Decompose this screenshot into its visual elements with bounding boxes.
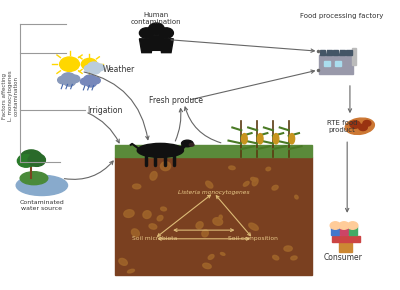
Circle shape (350, 121, 360, 128)
Ellipse shape (273, 255, 279, 260)
Bar (331, 226, 339, 235)
Ellipse shape (143, 211, 151, 218)
Ellipse shape (196, 222, 203, 229)
Ellipse shape (257, 134, 263, 144)
Ellipse shape (149, 224, 157, 229)
Text: Soil composition: Soil composition (228, 236, 278, 241)
Ellipse shape (208, 255, 214, 259)
Bar (335, 61, 341, 66)
Ellipse shape (213, 218, 223, 225)
Polygon shape (320, 50, 325, 55)
Ellipse shape (182, 140, 193, 147)
Ellipse shape (345, 118, 374, 134)
Polygon shape (326, 50, 332, 55)
Bar (115, 145, 312, 157)
Bar (324, 61, 330, 66)
Circle shape (88, 62, 100, 71)
Circle shape (330, 222, 340, 229)
Ellipse shape (252, 178, 258, 186)
Text: Irrigation: Irrigation (87, 106, 123, 115)
Circle shape (84, 65, 94, 72)
Text: Fresh produce: Fresh produce (149, 96, 203, 105)
Ellipse shape (119, 258, 127, 265)
Ellipse shape (266, 167, 270, 171)
Circle shape (28, 154, 46, 166)
Text: Contaminated
water source: Contaminated water source (20, 200, 64, 211)
Circle shape (91, 77, 100, 84)
Text: Weather: Weather (102, 66, 134, 75)
Ellipse shape (150, 171, 157, 180)
Ellipse shape (132, 184, 141, 189)
Circle shape (90, 66, 100, 74)
Circle shape (339, 222, 349, 229)
Ellipse shape (219, 215, 222, 219)
Ellipse shape (242, 134, 247, 144)
Circle shape (148, 23, 164, 35)
Circle shape (95, 64, 104, 71)
Polygon shape (346, 50, 352, 55)
Circle shape (64, 77, 76, 86)
Circle shape (359, 124, 367, 130)
Text: Listeria monocytogenes: Listeria monocytogenes (178, 190, 250, 195)
Ellipse shape (206, 181, 213, 188)
Circle shape (363, 120, 371, 126)
Ellipse shape (243, 182, 249, 186)
Ellipse shape (272, 185, 278, 190)
Polygon shape (339, 50, 345, 55)
Text: Soil microbiota: Soil microbiota (132, 236, 177, 241)
Bar (319, 55, 353, 74)
Circle shape (140, 28, 154, 38)
Ellipse shape (124, 210, 134, 218)
Text: Food processing factory: Food processing factory (300, 13, 384, 19)
Text: Human
contamination: Human contamination (131, 12, 182, 25)
Circle shape (348, 222, 358, 229)
Ellipse shape (132, 229, 139, 237)
Text: Factors affecting
L. monocytogenes
contamination: Factors affecting L. monocytogenes conta… (2, 71, 18, 121)
Ellipse shape (20, 172, 48, 185)
Polygon shape (159, 39, 173, 53)
Ellipse shape (273, 134, 279, 144)
Polygon shape (178, 145, 186, 150)
Polygon shape (140, 39, 154, 53)
Circle shape (17, 155, 35, 167)
Circle shape (81, 58, 97, 70)
Circle shape (20, 150, 42, 166)
Bar (339, 241, 352, 252)
Ellipse shape (137, 143, 184, 157)
Ellipse shape (295, 195, 298, 199)
Bar (352, 48, 356, 65)
Ellipse shape (291, 256, 297, 260)
Polygon shape (333, 50, 338, 55)
Ellipse shape (128, 269, 134, 273)
Ellipse shape (203, 263, 211, 269)
Ellipse shape (16, 175, 68, 195)
Circle shape (86, 79, 96, 87)
Bar (349, 226, 357, 235)
Ellipse shape (189, 144, 194, 146)
Circle shape (60, 57, 79, 71)
Ellipse shape (220, 253, 225, 255)
Circle shape (84, 75, 96, 84)
Text: Consumer: Consumer (324, 253, 363, 262)
Ellipse shape (289, 134, 295, 144)
Ellipse shape (249, 223, 258, 230)
Circle shape (80, 78, 90, 85)
Circle shape (61, 73, 76, 83)
Polygon shape (148, 35, 164, 50)
Circle shape (70, 75, 80, 83)
Ellipse shape (229, 166, 235, 170)
Ellipse shape (202, 230, 208, 237)
Bar (340, 226, 348, 235)
Circle shape (58, 76, 68, 84)
Ellipse shape (251, 177, 256, 181)
Circle shape (159, 28, 173, 38)
Ellipse shape (161, 207, 166, 211)
Ellipse shape (157, 215, 163, 221)
Bar (115, 157, 312, 275)
Ellipse shape (160, 162, 171, 171)
Text: RTE food
product: RTE food product (327, 120, 357, 133)
Bar (332, 236, 360, 242)
Ellipse shape (284, 246, 292, 251)
